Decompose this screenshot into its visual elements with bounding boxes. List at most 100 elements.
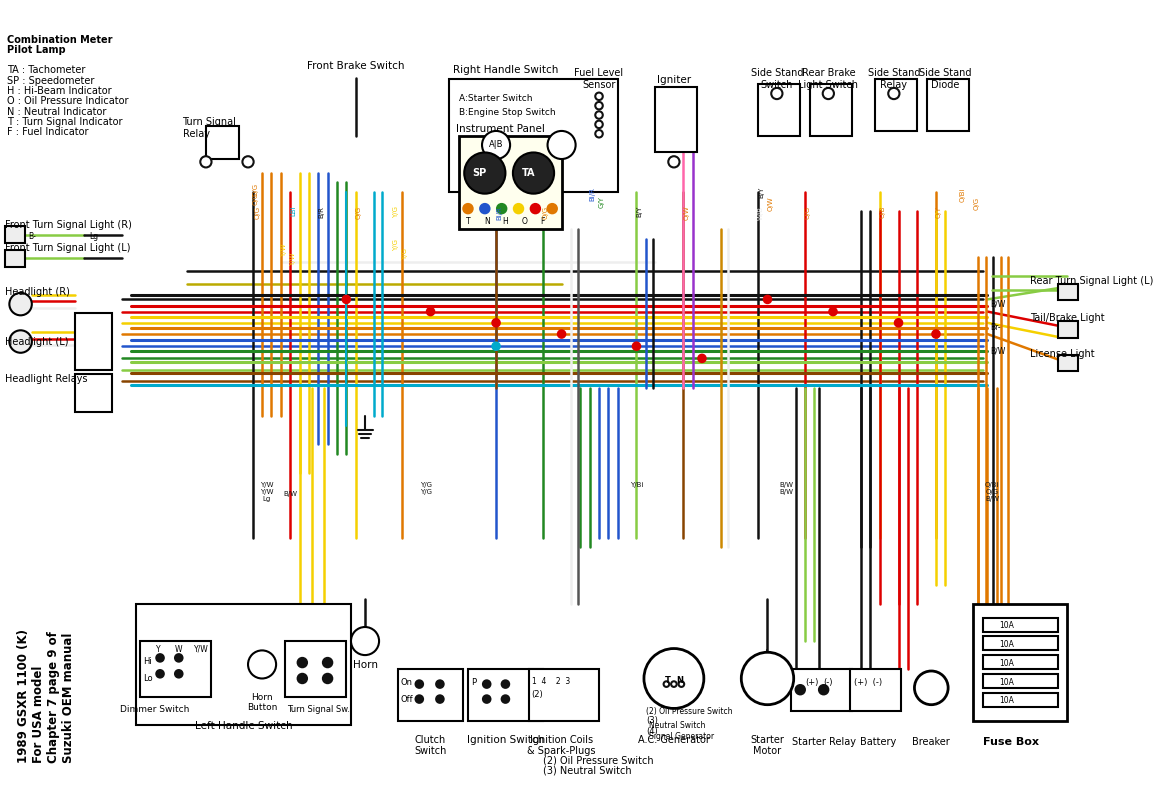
Text: F: F [541,217,545,226]
Text: Turn Signal Sw.: Turn Signal Sw. [287,705,349,714]
Text: W/B: W/B [759,206,764,220]
Text: LBI: LBI [290,206,296,217]
Bar [140,641,211,698]
Text: Bi/R: Bi/R [496,206,502,220]
Text: Br-: Br- [991,323,1001,332]
Text: O/G: O/G [253,182,259,195]
Text: (3): (3) [646,716,658,725]
Text: Signal Generator: Signal Generator [648,732,713,741]
Circle shape [558,330,565,338]
Text: 10A: 10A [1000,640,1015,649]
Circle shape [175,654,182,662]
Text: A:Starter Switch: A:Starter Switch [458,94,532,102]
Text: B/Y: B/Y [637,206,643,217]
Circle shape [175,670,182,678]
Text: Starter Relay: Starter Relay [791,737,856,746]
Text: B/W: B/W [283,491,297,498]
Text: SP: SP [472,168,487,178]
Circle shape [464,153,506,194]
Text: (2): (2) [531,690,543,698]
Text: Y/G
Y/G: Y/G Y/G [420,482,432,495]
Text: B-: B- [28,232,36,241]
Text: 1989 GSXR 1100 (K)
For USA model
Chapter 7 page 9 of
Suzuki OEM manual: 1989 GSXR 1100 (K) For USA model Chapter… [17,629,75,762]
Text: Rear Brake
Light Switch: Rear Brake Light Switch [798,68,858,90]
Circle shape [889,88,899,99]
Text: N: N [484,217,490,226]
Text: Y/Bi: Y/Bi [630,482,643,488]
Text: O/G: O/G [973,197,979,210]
Bar [75,314,113,370]
Circle shape [933,330,940,338]
Circle shape [771,88,783,99]
Text: Front Turn Signal Light (L): Front Turn Signal Light (L) [5,243,130,254]
Text: O/G: O/G [254,206,261,219]
Text: Igniter: Igniter [657,74,691,85]
Text: Lo: Lo [143,674,153,683]
Text: Horn: Horn [353,660,377,670]
Circle shape [595,111,603,118]
Text: 10A: 10A [1000,696,1015,706]
Text: Clutch
Switch: Clutch Switch [414,734,447,756]
Text: (2) Oil Pressure Switch: (2) Oil Pressure Switch [543,755,653,766]
Circle shape [483,695,491,703]
Circle shape [242,156,254,167]
Circle shape [298,674,307,683]
Circle shape [632,342,640,350]
Circle shape [322,658,332,667]
Text: 10A: 10A [1000,622,1015,630]
Circle shape [9,330,31,353]
Circle shape [492,342,500,350]
Circle shape [248,650,276,678]
Circle shape [496,204,507,214]
Text: B/W: B/W [991,346,1006,355]
Text: (+)  (-): (+) (-) [854,678,882,687]
Text: H: H [502,217,508,226]
Text: Y/G: Y/G [403,248,408,260]
Text: O/W: O/W [683,206,689,221]
Bar [398,669,463,721]
Text: 10A: 10A [1000,659,1015,668]
Circle shape [415,680,423,688]
Text: Y/W
Y/W
Lg: Y/W Y/W Lg [260,482,274,502]
Text: (3) Neutral Switch: (3) Neutral Switch [543,766,631,775]
Text: A.C. Generator: A.C. Generator [638,734,710,745]
Text: Side Stand
Switch: Side Stand Switch [751,68,803,90]
Text: A|B: A|B [488,140,503,150]
Circle shape [672,682,676,687]
Text: Turn Signal
Relay: Turn Signal Relay [182,117,237,138]
Text: O : Oil Pressure Indicator: O : Oil Pressure Indicator [7,96,129,106]
Bar [655,87,697,153]
Circle shape [894,319,902,326]
Text: W: W [175,645,182,654]
Circle shape [342,296,350,303]
Text: Left Handle Switch: Left Handle Switch [195,721,292,730]
Text: Instrument Panel: Instrument Panel [456,124,545,134]
Text: Side Stand
Relay: Side Stand Relay [868,68,920,90]
Circle shape [548,131,575,159]
Text: G/Y: G/Y [599,197,606,209]
Bar [973,604,1067,721]
Circle shape [698,354,705,362]
Bar [458,136,561,230]
Bar [983,636,1058,650]
Text: O/G: O/G [356,206,362,219]
Text: P: P [471,678,476,687]
Circle shape [463,204,472,214]
Circle shape [436,695,443,703]
Text: O/W: O/W [768,197,774,211]
Circle shape [530,204,541,214]
Bar [927,79,969,131]
Text: B/Y: B/Y [759,187,764,198]
Bar [285,641,347,698]
Bar [206,126,239,159]
Text: 1  4    2  3: 1 4 2 3 [531,677,570,686]
Text: Pilot Lamp: Pilot Lamp [7,45,66,55]
Circle shape [595,130,603,138]
Bar [1058,354,1079,371]
Text: Y/G: Y/G [393,206,399,218]
Circle shape [201,156,211,167]
Text: O/Y: O/Y [936,206,942,218]
Text: B/R: B/R [318,206,325,218]
Bar [983,655,1058,669]
Circle shape [763,296,771,303]
